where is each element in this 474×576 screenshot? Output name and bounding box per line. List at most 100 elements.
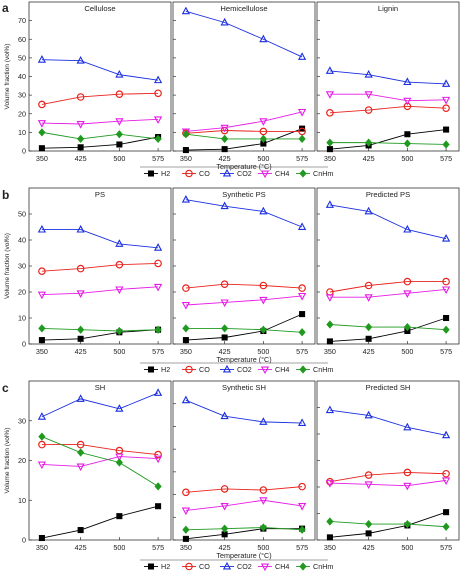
legend: H2 CO CO2 CH4 CnHm xyxy=(140,166,333,179)
data-point-h2 xyxy=(443,126,450,133)
data-point-h2 xyxy=(38,534,45,542)
x-tick-label: 575 xyxy=(440,154,452,163)
y-tick-label: 40 xyxy=(18,236,26,245)
series-line-h2 xyxy=(185,528,303,540)
x-tick-label: 500 xyxy=(113,154,125,163)
data-point-ch4 xyxy=(220,124,229,133)
legend-label-cnhm: CnHm xyxy=(313,562,333,571)
legend-label-cnhm: CnHm xyxy=(313,365,333,374)
data-point-h2 xyxy=(365,335,372,342)
legend-label-co2: CO2 xyxy=(237,562,252,571)
data-point-ch4 xyxy=(153,116,163,125)
y-tick-label: 10 xyxy=(18,314,26,323)
series-line-co2 xyxy=(185,199,303,228)
subplot-lignin: Lignin 350 425 500 575 xyxy=(316,1,460,163)
data-point-cnhm xyxy=(259,523,267,532)
data-point-cnhm xyxy=(442,522,450,531)
x-tick-label: 350 xyxy=(324,543,336,552)
series-line-co2 xyxy=(185,399,303,424)
data-point-cnhm xyxy=(115,458,123,467)
series-line-co2 xyxy=(41,392,159,418)
series-line-co xyxy=(329,105,447,114)
data-point-ch4 xyxy=(76,290,85,298)
data-point-cnhm xyxy=(38,324,46,333)
data-point-cnhm xyxy=(115,130,123,139)
data-point-co2 xyxy=(364,206,373,215)
data-point-cnhm xyxy=(182,130,190,139)
data-point-h2 xyxy=(38,337,45,344)
legend-marker-co2 xyxy=(222,364,232,373)
legend-marker-co xyxy=(185,562,193,571)
data-point-co xyxy=(220,280,229,289)
data-point-co2 xyxy=(37,412,47,420)
data-point-co2 xyxy=(153,75,163,84)
data-point-co2 xyxy=(76,394,85,402)
subplot-predicted-ps: Predicted PS 350 425 500 575 xyxy=(316,187,460,356)
x-tick-label: 425 xyxy=(219,154,231,163)
data-point-co2 xyxy=(403,77,412,86)
subplot-title: PS xyxy=(95,190,105,199)
legend-label-ch4: CH4 xyxy=(275,365,289,374)
y-axis-label: Volume fraction (vol%) xyxy=(4,428,11,494)
x-tick-label: 425 xyxy=(75,154,87,163)
data-point-cnhm xyxy=(154,482,162,491)
data-point-co xyxy=(326,109,334,117)
data-point-co xyxy=(38,100,46,109)
series-line-co xyxy=(185,130,303,134)
x-tick-label: 350 xyxy=(180,543,192,552)
legend-label-co2: CO2 xyxy=(237,365,252,374)
legend-label-h2: H2 xyxy=(161,169,170,178)
data-point-cnhm xyxy=(442,325,450,334)
data-point-co xyxy=(442,104,450,112)
legend-label-co: CO xyxy=(199,365,210,374)
panel-letter-c: c xyxy=(2,381,9,395)
series-line-co xyxy=(329,281,447,293)
data-point-ch4 xyxy=(220,299,229,308)
x-tick-label: 425 xyxy=(219,347,231,356)
x-tick-label: 500 xyxy=(257,154,269,163)
data-point-h2 xyxy=(155,503,162,510)
data-point-ch4 xyxy=(259,296,268,305)
x-tick-label: 575 xyxy=(152,543,164,552)
subplot-sh: SH 350 425 500 575 0 10 20 30 xyxy=(18,380,172,552)
x-tick-label: 500 xyxy=(401,154,413,163)
data-point-co2 xyxy=(259,417,268,425)
data-point-h2 xyxy=(404,131,411,138)
x-tick-label: 500 xyxy=(257,543,269,552)
data-point-co2 xyxy=(259,34,268,43)
data-point-cnhm xyxy=(259,134,267,144)
data-point-cnhm xyxy=(115,326,123,336)
data-point-co xyxy=(38,440,46,449)
data-point-co xyxy=(154,259,162,268)
x-tick-label: 425 xyxy=(75,543,87,552)
data-point-cnhm xyxy=(77,325,85,334)
legend-marker-h2 xyxy=(147,170,155,177)
legend-label-co: CO xyxy=(199,169,210,178)
data-point-co2 xyxy=(76,224,85,233)
data-point-co xyxy=(220,485,229,493)
data-point-ch4 xyxy=(364,91,373,99)
x-tick-label: 575 xyxy=(152,154,164,163)
subplot-title: Lignin xyxy=(378,4,398,13)
data-point-co2 xyxy=(181,395,191,404)
x-tick-label: 575 xyxy=(152,347,164,356)
x-tick-label: 350 xyxy=(180,347,192,356)
data-point-co2 xyxy=(153,243,163,251)
plot-frame xyxy=(28,187,172,345)
series-line-ch4 xyxy=(41,118,159,125)
data-point-cnhm xyxy=(326,320,334,329)
legend-label-co: CO xyxy=(199,562,210,571)
data-point-co2 xyxy=(297,418,307,426)
data-point-ch4 xyxy=(37,291,47,300)
panel-letter-a: a xyxy=(2,1,9,15)
data-point-co2 xyxy=(115,69,124,78)
data-point-h2 xyxy=(116,513,123,520)
data-point-ch4 xyxy=(115,453,124,462)
y-tick-label: 20 xyxy=(18,288,26,297)
data-point-co xyxy=(259,127,268,136)
data-point-ch4 xyxy=(259,497,268,505)
y-tick-label: 30 xyxy=(18,416,26,425)
subplot-title: Cellulose xyxy=(84,4,115,13)
data-point-co2 xyxy=(181,6,191,15)
series-line-ch4 xyxy=(41,456,159,467)
